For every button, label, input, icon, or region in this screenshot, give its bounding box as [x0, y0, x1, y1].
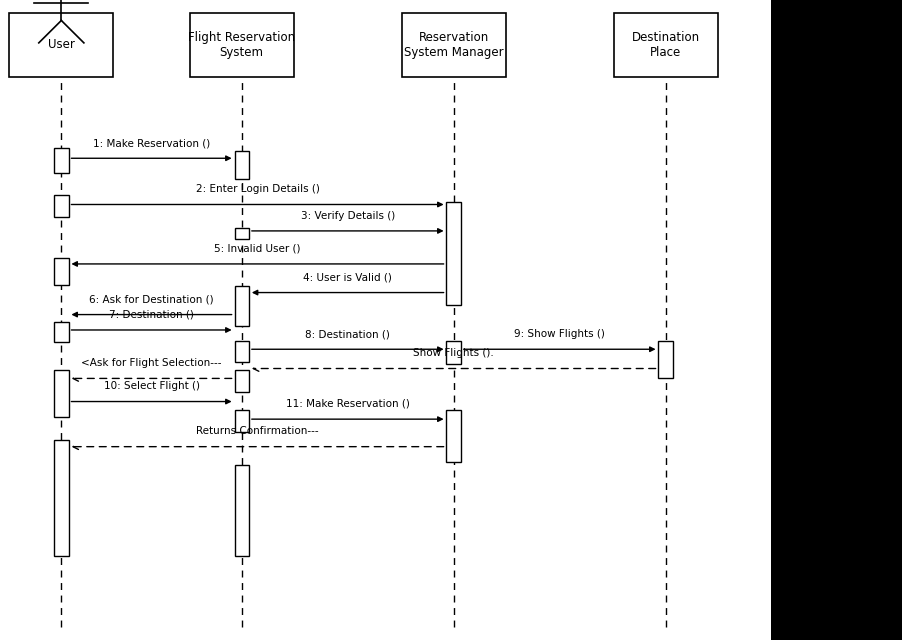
Text: 5: Invalid User (): 5: Invalid User ()	[215, 244, 300, 253]
Text: Returns Confirmation---: Returns Confirmation---	[197, 426, 318, 436]
Bar	[235, 410, 249, 432]
Text: 1: Make Reservation (): 1: Make Reservation ()	[93, 138, 210, 148]
Text: User: User	[48, 38, 75, 51]
Bar	[446, 341, 461, 364]
Bar	[235, 370, 249, 392]
Text: 6: Ask for Destination (): 6: Ask for Destination ()	[89, 294, 214, 305]
Text: Show Flights ().: Show Flights ().	[413, 348, 494, 358]
Bar	[54, 148, 69, 173]
Bar	[54, 259, 69, 285]
Text: Reservation
System Manager: Reservation System Manager	[404, 31, 503, 59]
Bar	[10, 13, 114, 77]
Bar	[771, 0, 902, 640]
Text: <Ask for Flight Selection---: <Ask for Flight Selection---	[81, 358, 222, 368]
Text: 4: User is Valid (): 4: User is Valid ()	[303, 272, 392, 282]
Bar	[54, 440, 69, 556]
Bar	[54, 322, 69, 342]
Text: 7: Destination (): 7: Destination ()	[109, 310, 194, 320]
Bar	[54, 195, 69, 217]
Bar	[235, 465, 249, 556]
Bar	[402, 13, 505, 77]
Text: 11: Make Reservation (): 11: Make Reservation ()	[286, 399, 410, 409]
Text: 8: Destination (): 8: Destination ()	[305, 329, 391, 339]
Bar	[235, 228, 249, 239]
Bar	[235, 341, 249, 362]
Text: 3: Verify Details (): 3: Verify Details ()	[300, 211, 395, 221]
Text: 9: Show Flights (): 9: Show Flights ()	[514, 329, 605, 339]
Bar	[613, 13, 718, 77]
Text: 2: Enter Login Details (): 2: Enter Login Details ()	[196, 184, 319, 195]
Bar	[235, 286, 249, 326]
Text: 10: Select Flight (): 10: Select Flight ()	[104, 381, 199, 391]
Bar	[658, 341, 673, 378]
Text: Flight Reservation
System: Flight Reservation System	[189, 31, 295, 59]
Bar	[54, 370, 69, 417]
Text: Destination
Place: Destination Place	[631, 31, 700, 59]
Bar	[446, 202, 461, 305]
Bar	[446, 410, 461, 462]
Bar	[235, 151, 249, 179]
Bar	[190, 13, 294, 77]
